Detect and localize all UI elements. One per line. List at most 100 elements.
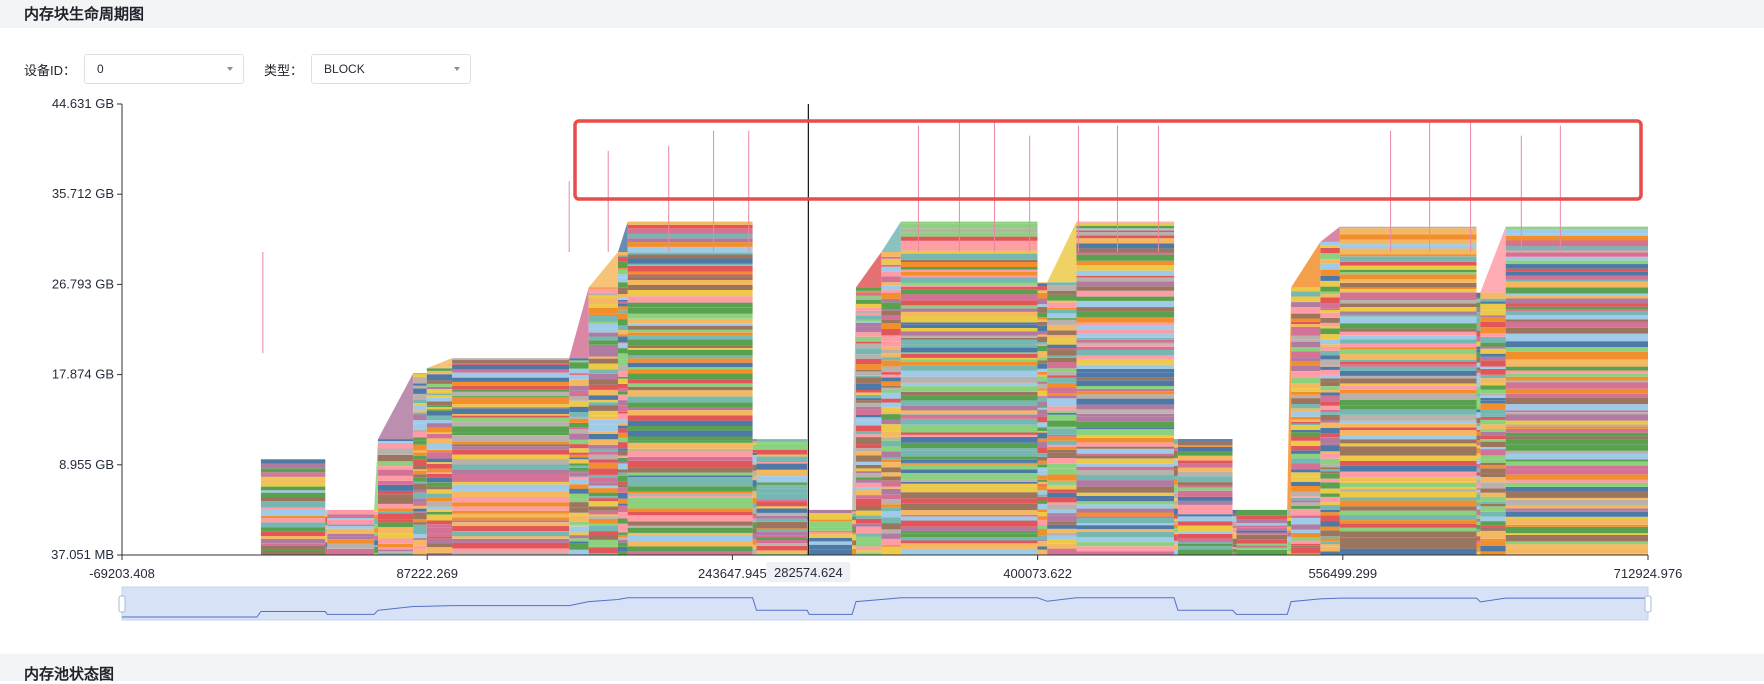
memory-block-band xyxy=(856,311,881,313)
memory-block-band xyxy=(901,386,1038,392)
memory-block-band xyxy=(1038,307,1048,313)
memory-block-band xyxy=(1340,329,1477,332)
memory-block-band xyxy=(261,522,325,527)
memory-block-band xyxy=(1477,337,1481,342)
memory-block-band xyxy=(1340,472,1477,478)
memory-block-band xyxy=(1077,537,1175,542)
memory-block-band xyxy=(1077,378,1175,381)
memory-block-band xyxy=(1233,516,1237,521)
memory-block-band xyxy=(618,406,628,412)
memory-block-band xyxy=(618,456,628,458)
memory-block-band xyxy=(1340,227,1477,229)
memory-block-band xyxy=(1506,500,1648,506)
memory-block-band xyxy=(628,234,753,238)
memory-block-band xyxy=(1506,280,1648,282)
memory-block-band xyxy=(618,504,628,506)
memory-block-band xyxy=(1320,367,1340,370)
memory-block-band xyxy=(1174,451,1178,456)
memory-block-band xyxy=(1320,536,1340,538)
memory-block-band xyxy=(1480,317,1505,322)
memory-block-band xyxy=(901,229,1038,233)
memory-block-band xyxy=(1233,533,1237,539)
memory-block-band xyxy=(901,487,1038,492)
memory-block-band xyxy=(881,441,901,446)
memory-block-band xyxy=(628,272,753,274)
memory-block-band xyxy=(628,332,753,335)
memory-block-band xyxy=(1480,333,1505,337)
memory-block-band xyxy=(1233,513,1237,516)
memory-block-band xyxy=(452,378,569,382)
memory-block-band xyxy=(569,550,589,555)
memory-block-band xyxy=(589,402,618,405)
memory-block-band xyxy=(1340,360,1477,362)
memory-block-band xyxy=(1320,375,1340,379)
memory-block-band xyxy=(1077,297,1175,301)
memory-block-band xyxy=(1477,519,1481,522)
memory-block-band xyxy=(1047,330,1076,335)
memory-block-band xyxy=(1174,460,1178,466)
memory-block-band xyxy=(427,482,452,486)
y-tick-label: 26.793 GB xyxy=(52,276,114,291)
memory-block-band xyxy=(881,388,901,390)
memory-block-band xyxy=(1480,477,1505,482)
zoom-handle-left[interactable] xyxy=(119,596,125,612)
memory-block-band xyxy=(1480,301,1505,304)
memory-block-band xyxy=(628,242,753,247)
memory-block-band xyxy=(881,504,901,508)
memory-block-band xyxy=(1047,435,1076,437)
memory-block-band xyxy=(325,536,327,542)
memory-block-band xyxy=(1320,392,1340,395)
memory-block-band xyxy=(1506,506,1648,509)
memory-block-band xyxy=(856,483,881,488)
memory-block-band xyxy=(809,519,852,521)
memory-block-band xyxy=(413,445,427,451)
memory-block-band xyxy=(901,448,1038,450)
memory-block-band xyxy=(856,327,881,333)
memory-block-band xyxy=(1287,551,1291,555)
memory-block-band xyxy=(1477,349,1481,352)
memory-block-band xyxy=(1340,421,1477,424)
memory-block-band xyxy=(881,276,901,282)
memory-block-band xyxy=(1480,367,1505,369)
memory-block-band xyxy=(1506,415,1648,421)
memory-block-band xyxy=(881,430,901,432)
memory-block-band xyxy=(413,400,427,403)
memory-block-band xyxy=(374,524,378,528)
memory-block-band xyxy=(569,477,589,479)
memory-block-band xyxy=(378,504,413,509)
zoom-handle-right[interactable] xyxy=(1645,596,1651,612)
memory-block-band xyxy=(1477,435,1481,440)
memory-block-band xyxy=(901,504,1038,510)
memory-block-band xyxy=(856,393,881,395)
memory-block-band xyxy=(618,255,628,257)
memory-block-band xyxy=(1506,451,1648,454)
memory-block-band xyxy=(628,355,753,358)
memory-block-band xyxy=(589,455,618,459)
memory-block-band xyxy=(1340,279,1477,283)
memory-block-band xyxy=(809,521,852,527)
memory-block-band xyxy=(628,348,753,350)
memory-block-band xyxy=(1340,435,1477,439)
memory-block-ramp xyxy=(589,252,618,287)
memory-block-band xyxy=(628,426,753,431)
memory-block-band xyxy=(1340,520,1477,524)
memory-block-band xyxy=(569,484,589,489)
memory-block-band xyxy=(1038,509,1048,512)
memory-block-band xyxy=(374,540,378,545)
memory-block-band xyxy=(1291,352,1320,358)
memory-block-band xyxy=(856,308,881,311)
memory-block-band xyxy=(569,522,589,525)
memory-block-band xyxy=(856,403,881,407)
memory-block-band xyxy=(628,252,753,254)
memory-block-band xyxy=(261,518,325,522)
memory-block-band xyxy=(1320,428,1340,433)
memory-block-band xyxy=(1320,381,1340,386)
highlight-box xyxy=(575,121,1641,199)
memory-block-band xyxy=(1340,481,1477,483)
memory-block-band xyxy=(881,533,901,539)
memory-block-band xyxy=(852,527,856,530)
memory-block-band xyxy=(881,265,901,267)
memory-block-band xyxy=(1506,440,1648,445)
memory-block-band xyxy=(1320,334,1340,340)
